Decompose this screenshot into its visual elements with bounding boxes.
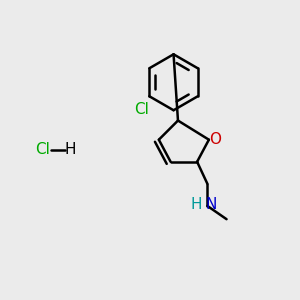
Text: H: H [65,142,76,158]
Text: N: N [205,197,217,212]
Text: O: O [209,132,221,147]
Text: Cl: Cl [35,142,50,158]
Text: H: H [190,197,202,212]
Text: Cl: Cl [134,102,149,117]
